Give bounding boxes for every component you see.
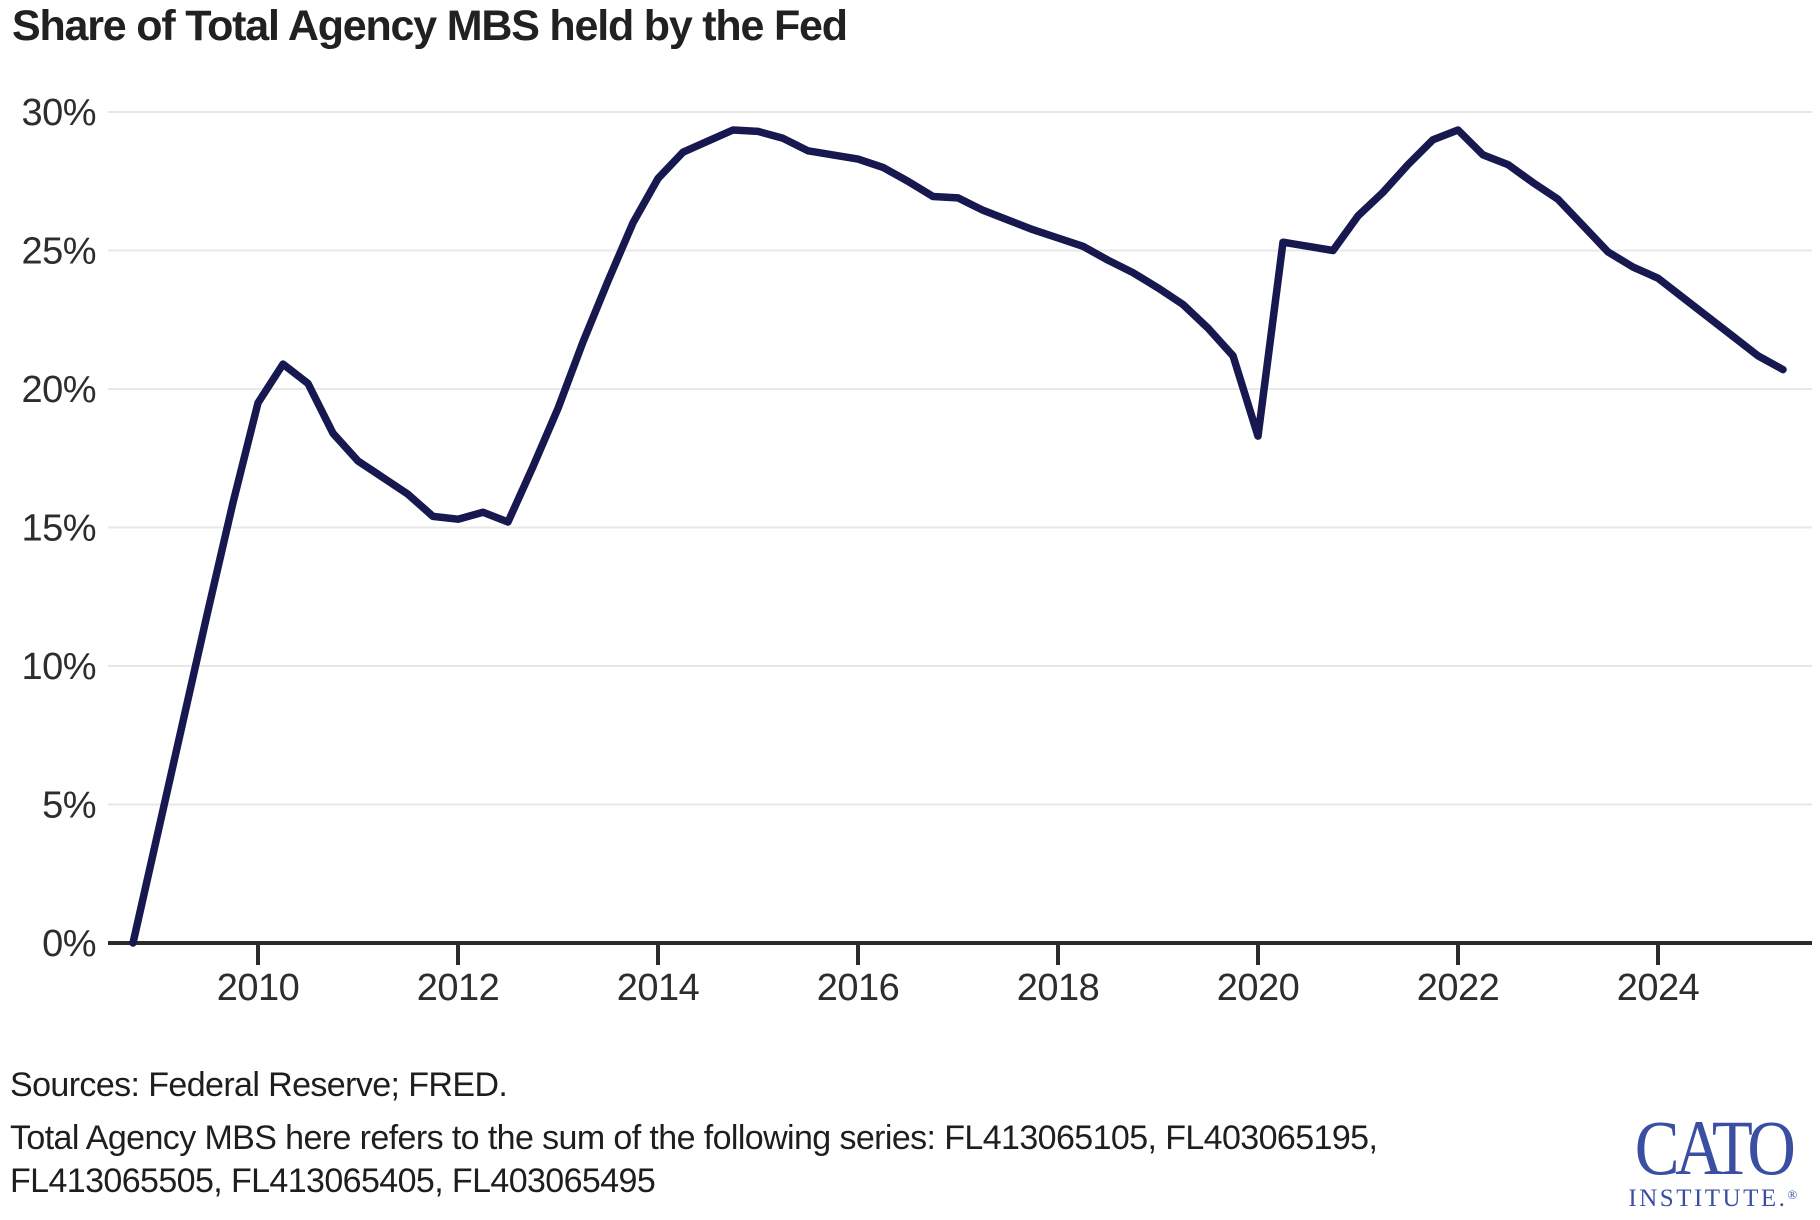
y-axis-label-20: 20% [21, 369, 96, 411]
x-axis-label-2012: 2012 [417, 967, 500, 1009]
cato-institute-subtext: INSTITUTE.® [1622, 1185, 1804, 1213]
institute-text: INSTITUTE. [1628, 1184, 1788, 1212]
line-chart: 0% 5% 10% 15% 20% 25% 30% 2010 2012 2014 2016 2018 2… [21, 92, 1812, 1009]
x-axis-label-2024: 2024 [1617, 967, 1700, 1009]
y-axis-label-30: 30% [21, 92, 96, 134]
x-axis-label-2020: 2020 [1217, 967, 1300, 1009]
y-axis-label-15: 15% [21, 508, 96, 550]
source-notes: Sources: Federal Reserve; FRED. Total Ag… [10, 1064, 1378, 1202]
data-line-fed-mbs-share [129, 126, 1787, 947]
x-axis-label-2016: 2016 [817, 967, 900, 1009]
chart-title: Share of Total Agency MBS held by the Fe… [12, 2, 848, 50]
x-axis-label-2010: 2010 [217, 967, 300, 1009]
y-axis-label-5: 5% [42, 785, 96, 827]
x-axis-label-2022: 2022 [1417, 967, 1500, 1009]
x-axis-label-2018: 2018 [1017, 967, 1100, 1009]
note-text-line2: FL413065505, FL413065405, FL403065495 [10, 1161, 656, 1200]
sources-text: Sources: Federal Reserve; FRED. [10, 1066, 508, 1104]
cato-wordmark: CATO [1634, 1104, 1795, 1191]
registered-mark: ® [1787, 1186, 1798, 1202]
cato-logo: CATO INSTITUTE.® [1622, 1104, 1804, 1213]
y-axis-label-0: 0% [42, 923, 96, 965]
y-axis-label-25: 25% [21, 231, 96, 273]
note-text-line1: Total Agency MBS here refers to the sum … [10, 1118, 1378, 1157]
x-axis-label-2014: 2014 [617, 967, 700, 1009]
y-axis-label-10: 10% [21, 646, 96, 688]
